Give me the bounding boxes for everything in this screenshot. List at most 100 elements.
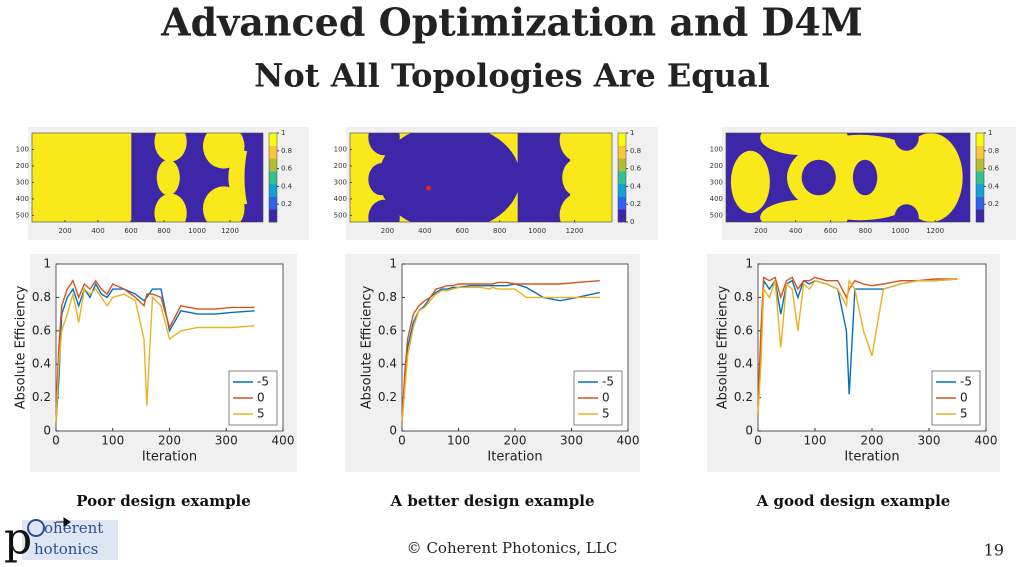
topology-region <box>894 133 919 151</box>
x-axis-label: Iteration <box>844 450 899 465</box>
x-tick-label: 200 <box>504 434 527 448</box>
colorbar-tick-label: 0.4 <box>281 182 293 190</box>
topology-region <box>156 159 180 196</box>
colorbar-tick-label: 1 <box>988 129 992 137</box>
series-line <box>757 278 958 415</box>
series-line <box>55 279 255 415</box>
colorbar-segment <box>618 171 626 185</box>
page-number: 19 <box>984 541 1004 560</box>
y-tick-label: 100 <box>710 145 723 153</box>
colorbar-segment <box>976 209 984 223</box>
y-tick-label: 500 <box>16 211 29 219</box>
y-tick-label: 400 <box>334 195 347 203</box>
topology-region <box>244 133 263 222</box>
legend-label: 5 <box>257 407 265 421</box>
topology-region <box>368 199 400 222</box>
legend-label: 0 <box>257 391 265 405</box>
legend-label: -5 <box>602 375 614 389</box>
x-tick-label: 400 <box>975 434 998 448</box>
colorbar-segment <box>618 196 626 210</box>
x-tick-label: 1200 <box>926 227 944 235</box>
x-tick-label: 400 <box>617 434 640 448</box>
copyright: © Coherent Photonics, LLC <box>407 539 618 557</box>
heatmap-frame <box>349 132 613 223</box>
x-tick-label: 300 <box>215 434 238 448</box>
y-tick-label: 0.6 <box>734 323 753 337</box>
y-tick-label: 200 <box>710 162 723 170</box>
x-tick-label: 1200 <box>566 227 584 235</box>
colorbar-segment <box>269 196 277 210</box>
logo-bg <box>22 520 118 560</box>
logo-c <box>27 519 45 537</box>
topology-region <box>368 133 400 156</box>
heatmap-frame <box>725 132 971 223</box>
x-tick-label: 100 <box>804 434 827 448</box>
topology-region <box>32 133 132 222</box>
x-axis-label: Iteration <box>142 450 197 465</box>
colorbar-tick-label: 0.4 <box>630 182 642 190</box>
series-line <box>757 276 958 406</box>
topology-region <box>894 204 919 222</box>
topology-region <box>801 159 836 196</box>
slide-subtitle: Not All Topologies Are Equal <box>254 57 770 95</box>
series-line <box>55 282 255 423</box>
y-tick-label: 1 <box>745 257 753 271</box>
colorbar-frame <box>617 132 627 223</box>
topology-region <box>562 159 589 196</box>
colorbar-segment <box>976 196 984 210</box>
colorbar-segment <box>618 145 626 159</box>
x-axis-label: Iteration <box>487 450 542 465</box>
topology-region <box>760 133 848 156</box>
marker <box>426 185 432 191</box>
y-tick-label: 100 <box>16 145 29 153</box>
y-axis-label: Absolute Efficiency <box>360 285 375 409</box>
colorbar-segment <box>976 183 984 197</box>
legend-label: 0 <box>960 391 968 405</box>
y-tick-label: 0.4 <box>378 357 397 371</box>
y-tick-label: 0.2 <box>32 390 51 404</box>
x-tick-label: 200 <box>861 434 884 448</box>
y-tick-label: 400 <box>16 195 29 203</box>
y-tick-label: 100 <box>334 145 347 153</box>
y-tick-label: 500 <box>334 211 347 219</box>
colorbar-tick-label: 0.6 <box>988 165 1000 173</box>
colorbar-segment <box>269 171 277 185</box>
topology-region <box>730 150 770 214</box>
heatmap-frame <box>31 132 264 223</box>
x-tick-label: 400 <box>91 227 104 235</box>
y-tick-label: 500 <box>710 211 723 219</box>
colorbar-tick-label: 0.2 <box>281 200 292 208</box>
caption: Poor design example <box>76 492 251 510</box>
y-tick-label: 0 <box>745 424 753 438</box>
colorbar-tick-label: 0 <box>630 218 634 226</box>
colorbar-segment <box>618 158 626 172</box>
y-tick-label: 0.6 <box>378 323 397 337</box>
colorbar-segment <box>976 171 984 185</box>
topology-region <box>559 133 602 163</box>
x-tick-label: 0 <box>398 434 406 448</box>
colorbar-tick-label: 0.8 <box>281 147 292 155</box>
series-line <box>401 280 600 423</box>
topology-region <box>760 199 848 222</box>
y-tick-label: 200 <box>16 162 29 170</box>
colorbar-tick-label: 0.6 <box>281 165 293 173</box>
legend-label: -5 <box>257 375 269 389</box>
x-tick-label: 400 <box>272 434 295 448</box>
y-tick-label: 300 <box>334 178 347 186</box>
x-tick-label: 200 <box>158 434 181 448</box>
x-tick-label: 400 <box>418 227 431 235</box>
x-tick-label: 800 <box>859 227 872 235</box>
colorbar-segment <box>269 145 277 159</box>
y-tick-label: 0 <box>43 424 51 438</box>
y-tick-label: 1 <box>43 257 51 271</box>
y-tick-label: 300 <box>710 178 723 186</box>
x-tick-label: 300 <box>918 434 941 448</box>
y-tick-label: 1 <box>389 257 397 271</box>
legend-label: 5 <box>602 407 610 421</box>
x-tick-label: 600 <box>824 227 837 235</box>
y-tick-label: 0.2 <box>734 390 753 404</box>
x-tick-label: 1200 <box>221 227 239 235</box>
colorbar-segment <box>976 133 984 147</box>
x-tick-label: 600 <box>124 227 137 235</box>
